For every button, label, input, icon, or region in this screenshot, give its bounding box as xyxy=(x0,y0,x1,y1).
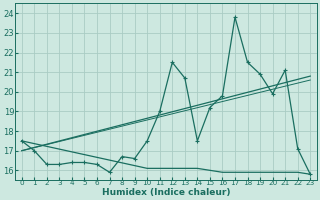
X-axis label: Humidex (Indice chaleur): Humidex (Indice chaleur) xyxy=(102,188,230,197)
